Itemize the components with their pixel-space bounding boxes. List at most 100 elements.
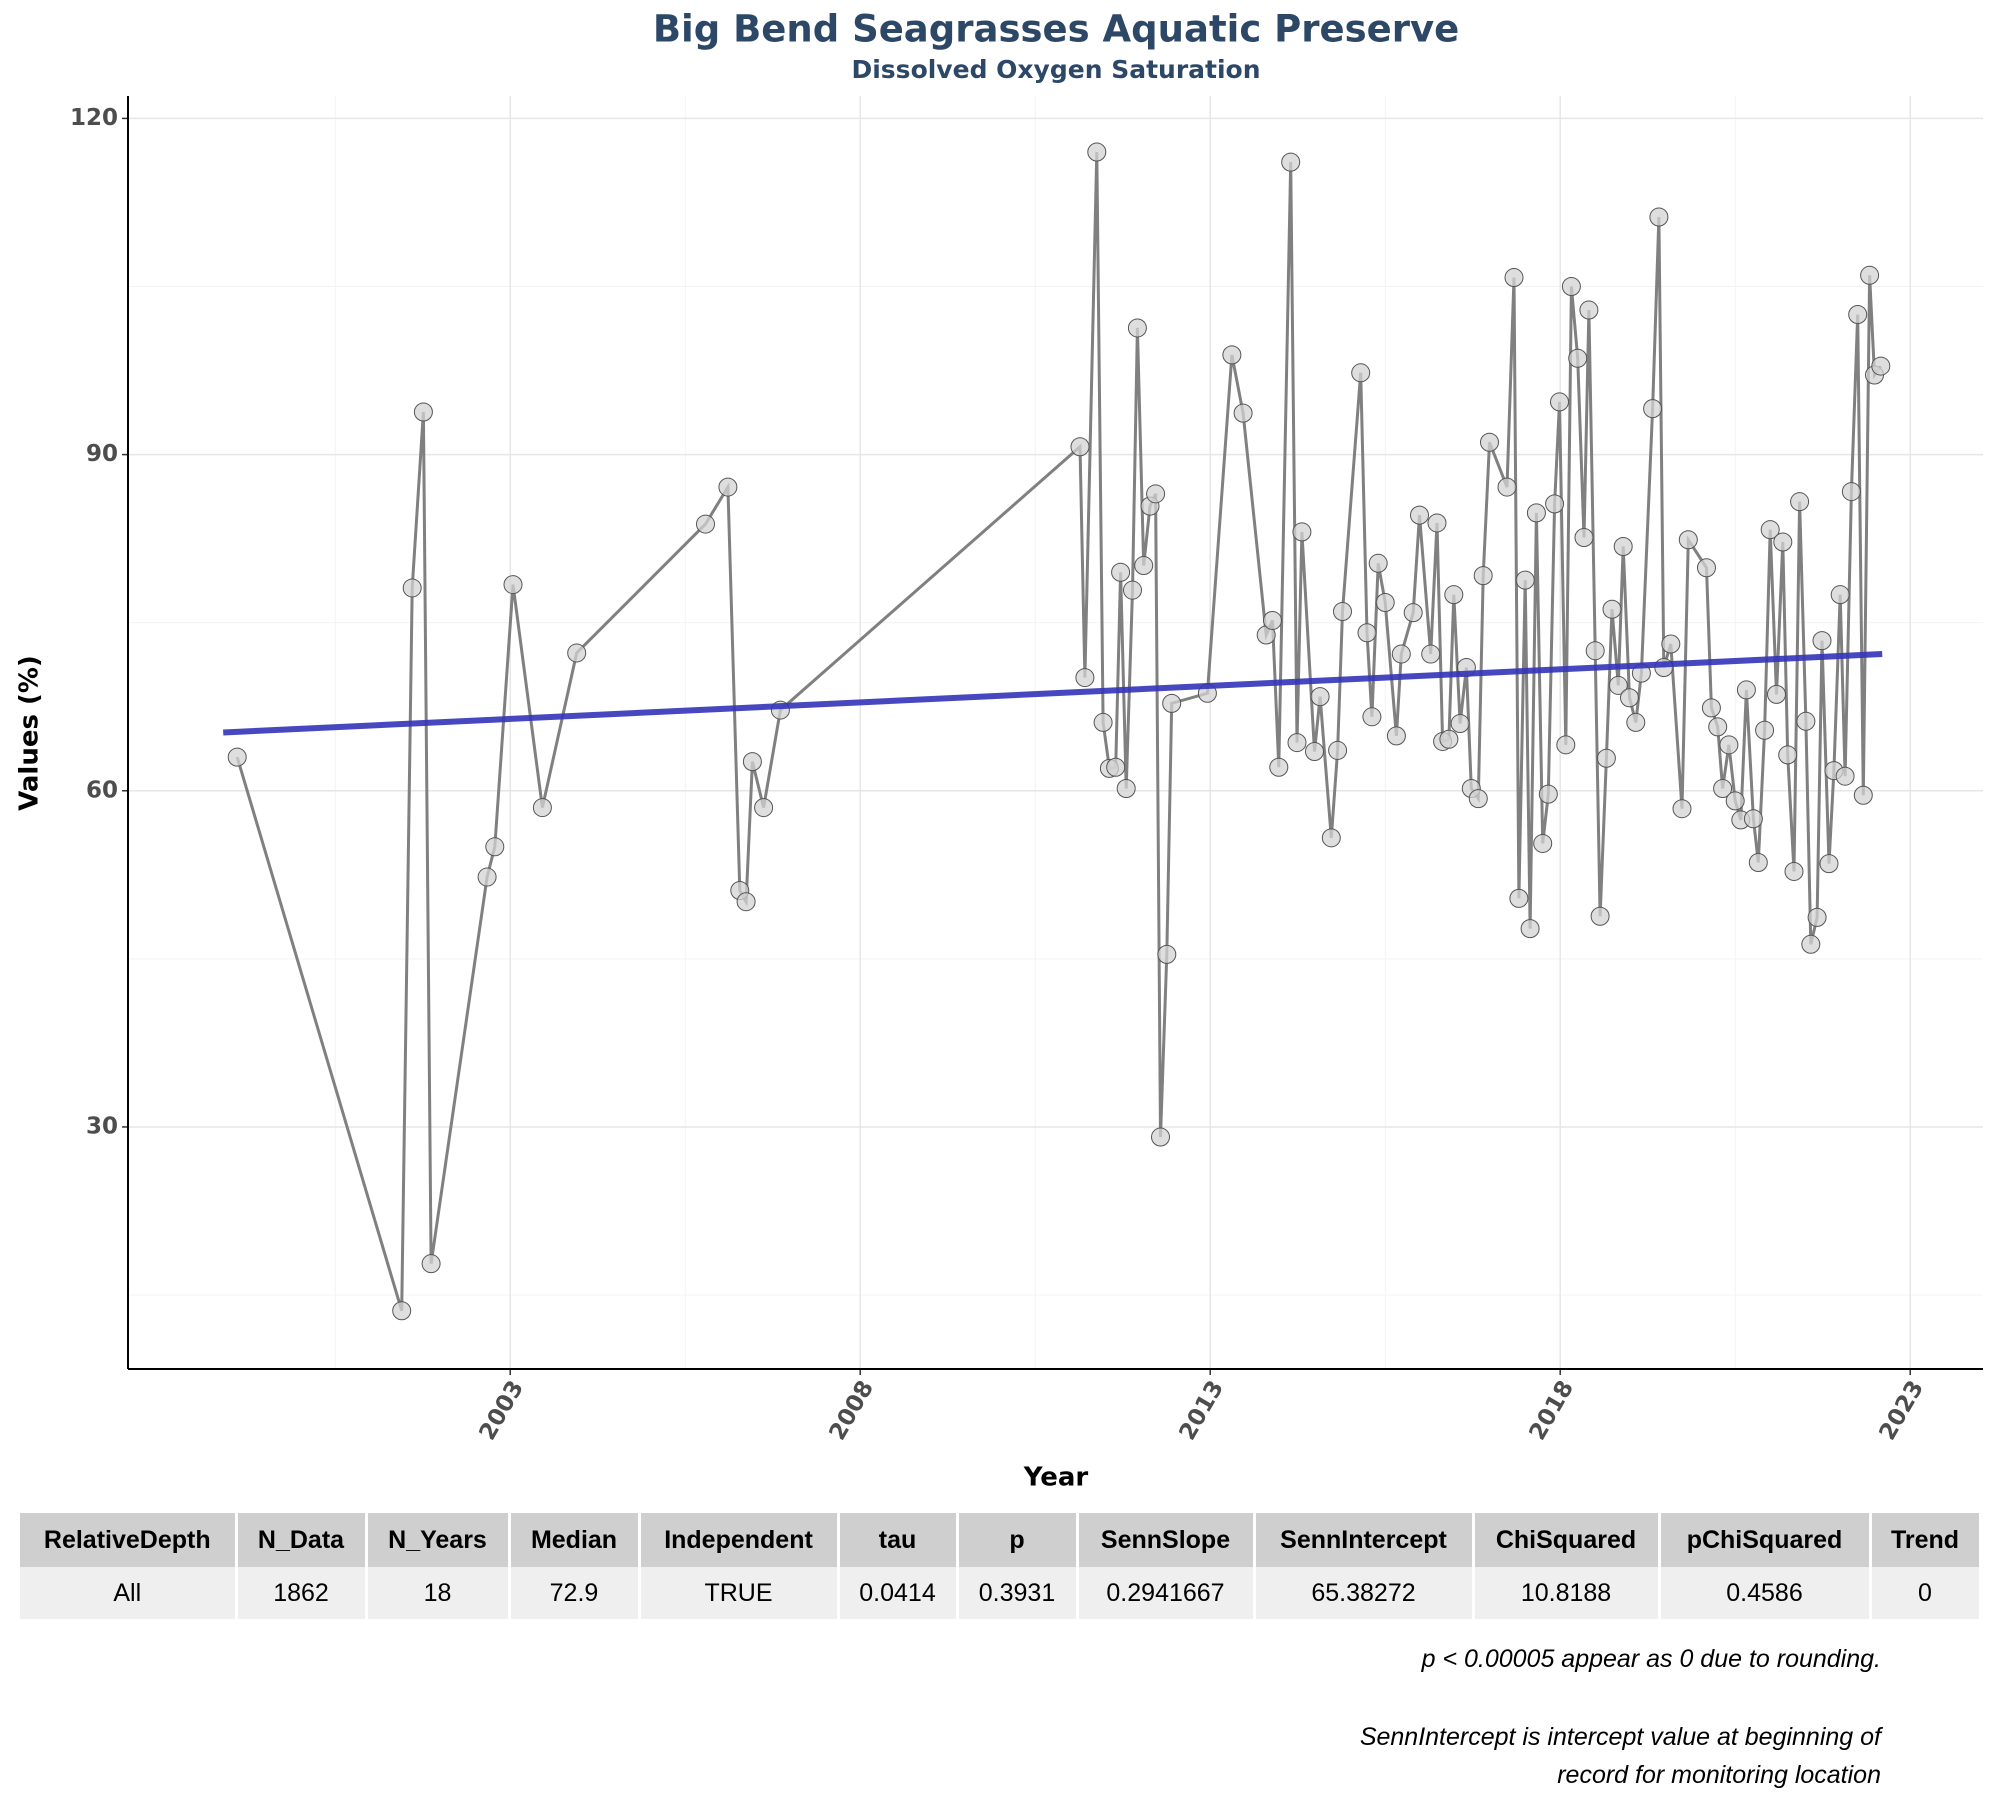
table-cell: 18 [366,1567,511,1619]
data-point [1070,437,1090,457]
data-point [1497,477,1517,497]
trend-line [223,651,1883,736]
data-point [1287,733,1307,753]
data-point [392,1301,412,1321]
data-point [1748,852,1768,872]
table-cell: 0.3931 [957,1567,1079,1619]
data-point [1556,735,1576,755]
x-tick-label: 2018 [1525,1376,1580,1444]
data-point [1162,693,1182,713]
table-cell: 65.38272 [1254,1567,1475,1619]
table-header-cell: Median [509,1513,641,1567]
data-point [1386,726,1406,746]
data-point [1333,601,1352,621]
data-point [1596,748,1616,768]
table-cell: TRUE [639,1567,840,1619]
data-point [1222,345,1242,365]
data-point [736,892,756,912]
table-header-row: RelativeDepth N_Data N_Years Median Independ… [20,1513,1982,1567]
table-cell: 1862 [236,1567,368,1619]
data-point [1310,687,1330,707]
data-point [1075,668,1095,688]
data-point [1504,268,1524,288]
y-tick-label: 90 [86,441,118,467]
note-line: SennIntercept is intercept value at begi… [1359,1723,1881,1751]
note-line: record for monitoring location [1557,1761,1881,1789]
data-point [1368,553,1388,573]
data-point [1292,522,1312,542]
data-point [1725,791,1745,811]
data-point [1713,779,1733,799]
data-point [1830,585,1850,605]
data-point [1151,1127,1170,1147]
data-point [742,752,762,772]
note-line: p < 0.00005 appear as 0 due to rounding. [1421,1645,1881,1673]
data-point [1146,484,1166,504]
table-header-cell: ChiSquared [1473,1513,1661,1567]
table-cell: 72.9 [509,1567,641,1619]
data-point [1134,556,1154,576]
table-cell: 0.4586 [1659,1567,1872,1619]
data-point [1841,482,1861,502]
table-header-cell: N_Data [236,1513,368,1567]
data-point [718,477,738,497]
data-point [696,514,715,534]
data-point [1123,580,1142,600]
data-point [1362,707,1382,727]
data-point [1233,403,1253,423]
data-point [1127,318,1147,338]
data-point [754,798,774,818]
data-point [1106,757,1126,777]
data-point [1263,610,1282,630]
data-point [413,402,433,422]
data-point [1568,348,1588,368]
data-point [1421,644,1441,664]
data-point [1736,680,1756,700]
table-header-cell: tau [838,1513,959,1567]
data-point [1533,833,1553,853]
chart-subtitle: Dissolved Oxygen Saturation [851,55,1260,84]
data-point [503,575,523,595]
data-point [532,798,552,818]
data-point [1755,720,1775,740]
y-tick-label: 30 [86,1113,118,1139]
data-point [1403,603,1423,623]
x-tick-label: 2023 [1875,1376,1930,1444]
data-point [1579,300,1599,320]
table-header-cell: p [957,1513,1079,1567]
data-point [1608,675,1628,695]
data-point [1305,742,1324,762]
data-point [1643,399,1663,419]
stats-table: RelativeDepth N_Data N_Years Median Independ… [20,1513,1982,1619]
data-point [1602,599,1622,619]
data-point [1853,785,1873,805]
data-point [1719,735,1739,755]
data-point [1093,712,1113,732]
data-point [1801,934,1821,954]
table-cell: 0.0414 [838,1567,959,1619]
x-tick-label: 2013 [1175,1376,1230,1444]
data-point [1410,505,1429,525]
data-point [1545,494,1565,514]
table-header-cell: Independent [639,1513,840,1567]
data-point [1269,757,1289,777]
notes: p < 0.00005 appear as 0 due to rounding.… [1360,1640,1881,1800]
data-point [1760,520,1780,540]
data-point [1509,888,1529,908]
y-axis-label: Values (%) [15,655,45,811]
data-point [1585,641,1605,661]
data-point [1613,536,1633,556]
data-point [1819,854,1839,874]
note: p < 0.00005 appear as 0 due to rounding. [1360,1640,1881,1678]
data-point [1649,207,1669,227]
y-tick-label: 120 [70,105,118,131]
data-point [1375,593,1395,613]
data-point [1807,907,1827,927]
data-point [1871,356,1891,376]
data-point [1357,623,1377,643]
data-point [1450,714,1470,734]
data-point [1848,305,1868,325]
data-point [1157,944,1177,964]
note: SennIntercept is intercept value at begi… [1360,1718,1881,1794]
